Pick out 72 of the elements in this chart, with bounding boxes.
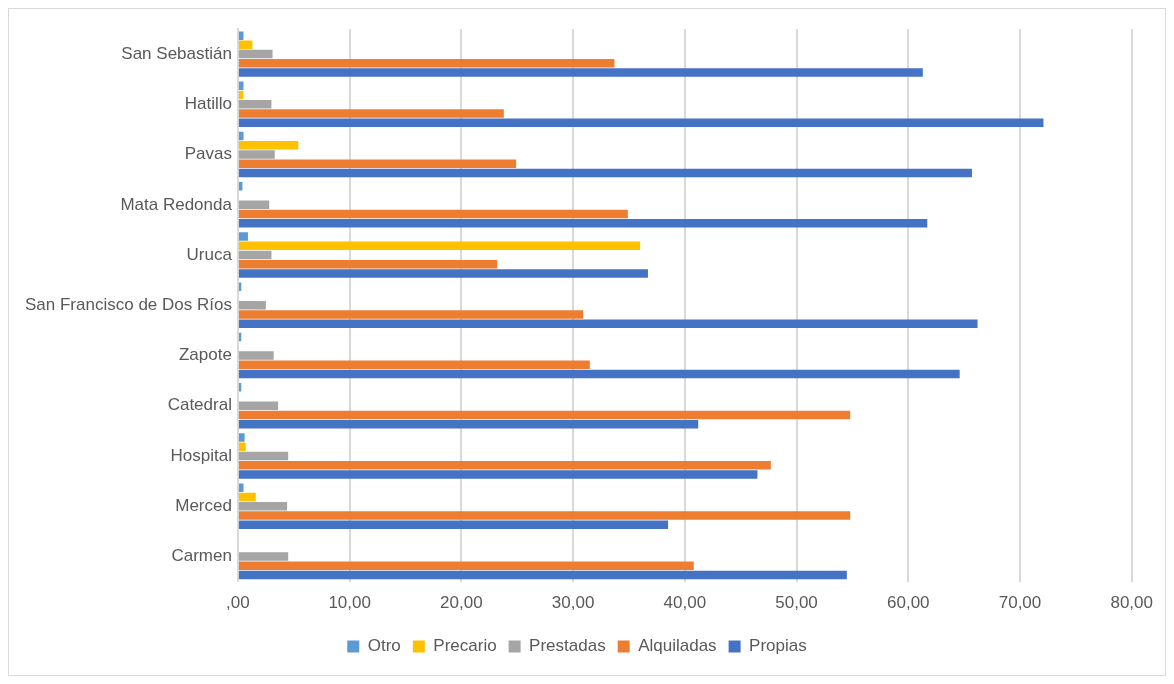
y-tick-label: Zapote — [178, 345, 232, 365]
bar — [238, 250, 272, 260]
legend-label: Alquiladas — [638, 636, 717, 656]
bar — [238, 360, 590, 370]
bar — [238, 159, 517, 169]
bar — [238, 433, 245, 442]
bar — [238, 383, 242, 392]
bar — [238, 100, 272, 109]
y-tick-label: Carmen — [171, 546, 232, 566]
bar — [238, 232, 248, 241]
bar — [238, 49, 273, 59]
bar — [238, 310, 584, 319]
y-tick-label: Hospital — [170, 445, 232, 465]
y-tick-label: Catedral — [167, 395, 232, 415]
bar — [238, 59, 615, 68]
y-tick-label: San Sebastián — [121, 43, 232, 63]
bar — [238, 182, 243, 191]
bar — [238, 420, 699, 429]
bar — [238, 260, 498, 269]
legend-label: Propias — [749, 636, 807, 656]
bar — [238, 90, 244, 100]
x-tick-label: 60,00 — [887, 593, 930, 613]
legend-label: Precario — [433, 636, 497, 656]
bar — [238, 351, 274, 360]
bar — [238, 451, 289, 461]
bar — [238, 301, 266, 310]
x-tick-label: 40,00 — [663, 593, 707, 613]
bar — [238, 461, 771, 470]
y-tick-label: San Francisco de Dos Ríos — [25, 294, 232, 314]
bar — [238, 570, 847, 580]
bar — [238, 401, 279, 411]
bar — [238, 168, 972, 178]
bar — [238, 410, 851, 420]
bar — [238, 68, 923, 77]
bar — [238, 109, 504, 118]
bar — [238, 200, 270, 210]
x-tick-label: 80,00 — [1110, 593, 1153, 613]
bar — [238, 442, 246, 452]
y-tick-label: Uruca — [186, 244, 233, 264]
bar — [238, 561, 694, 570]
bar — [238, 520, 669, 529]
bar — [238, 131, 244, 141]
bar — [238, 483, 244, 493]
bar — [238, 552, 289, 561]
x-tick-label: ,00 — [226, 593, 250, 613]
bar — [238, 501, 288, 511]
bar — [238, 40, 253, 50]
bar — [238, 511, 851, 520]
y-tick-label: Mata Redonda — [120, 194, 233, 214]
bar — [238, 269, 648, 278]
bar — [238, 81, 244, 91]
y-tick-label: Merced — [175, 495, 232, 515]
x-tick-label: 50,00 — [775, 593, 818, 613]
bar — [238, 118, 1044, 128]
bar — [238, 31, 244, 40]
x-tick-label: 10,00 — [328, 593, 371, 613]
legend-label: Otro — [367, 636, 401, 656]
bar — [238, 470, 758, 479]
x-tick-label: 70,00 — [998, 593, 1042, 613]
y-tick-label: Pavas — [184, 144, 232, 164]
x-tick-label: 20,00 — [440, 593, 483, 613]
bar — [238, 319, 978, 329]
bar — [238, 209, 628, 219]
legend-label: Prestadas — [529, 636, 606, 656]
x-tick-label: 30,00 — [551, 593, 595, 613]
bar — [238, 241, 641, 251]
bar — [238, 219, 928, 228]
bar — [238, 150, 275, 159]
bar — [238, 369, 960, 379]
bar — [238, 492, 256, 502]
y-tick-label: Hatillo — [184, 94, 232, 114]
bar — [238, 141, 299, 150]
